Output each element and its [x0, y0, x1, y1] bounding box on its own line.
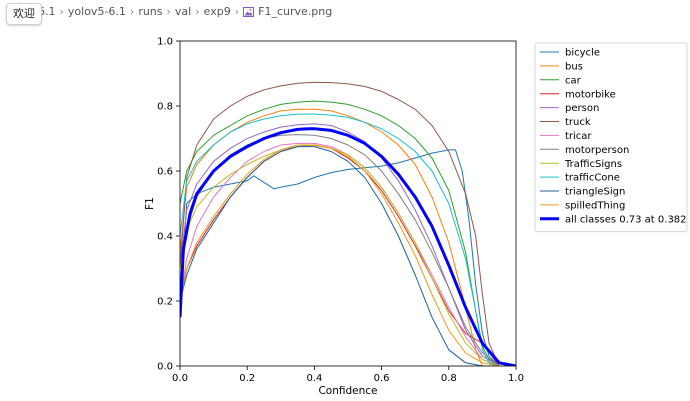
image-file-icon [243, 6, 255, 17]
x-tick-label: 0.2 [239, 373, 255, 384]
breadcrumb-item[interactable]: yolov5-6.1 [67, 5, 126, 18]
y-tick-label: 0.0 [157, 362, 173, 373]
legend-label: triangleSign [565, 187, 625, 198]
y-tick-label: 0.2 [157, 297, 173, 308]
chevron-right-icon: › [129, 5, 135, 18]
series-line-6 [180, 81, 516, 366]
legend-label: truck [565, 117, 591, 128]
x-axis-label: Confidence [318, 385, 377, 397]
series-line-13 [180, 127, 516, 366]
x-tick-label: 1.0 [508, 373, 524, 384]
legend-label: TrafficSigns [564, 159, 622, 170]
breadcrumb-path: 6.1 › yolov5-6.1 › runs › val › exp9 › F… [38, 5, 332, 18]
legend-label: car [565, 75, 582, 86]
f1-curve-chart: 0.0 0.2 0.4 0.6 0.8 1.0 0.0 0.2 0.4 0.6 0.8 1.0 Conf… [144, 37, 688, 397]
chevron-right-icon: › [59, 5, 64, 18]
breadcrumb-item-file[interactable]: F1_curve.png [258, 5, 333, 18]
series-line-7 [180, 142, 516, 366]
y-tick-label: 0.8 [157, 102, 173, 113]
x-tick-label: 0.4 [306, 373, 322, 384]
series-line-5 [180, 123, 516, 366]
series-line-1 [180, 149, 516, 366]
x-tick-label: 0.6 [374, 373, 390, 384]
breadcrumb-item[interactable]: val [174, 5, 192, 18]
chevron-right-icon: › [195, 5, 200, 18]
y-tick-label: 1.0 [157, 37, 173, 48]
series-line-9 [180, 145, 516, 366]
breadcrumb: 欢迎 6.1 › yolov5-6.1 › runs › val › exp9 … [0, 0, 690, 26]
legend-label: bicycle [565, 48, 600, 59]
legend-label: motorbike [565, 89, 616, 100]
legend-label: trafficCone [565, 173, 620, 184]
legend-box [534, 42, 688, 233]
legend-label: tricar [565, 131, 592, 142]
series-line-12 [180, 144, 516, 366]
y-tick-label: 0.6 [157, 167, 173, 178]
breadcrumb-item[interactable]: exp9 [203, 5, 231, 18]
series-line-11 [180, 146, 516, 366]
breadcrumb-item[interactable]: runs [138, 5, 163, 18]
legend-label: spilledThing [565, 201, 625, 212]
series-line-10 [180, 113, 516, 366]
x-tick-label: 0.0 [172, 373, 188, 384]
legend-label: bus [565, 62, 583, 73]
y-axis-label: F1 [144, 197, 156, 210]
breadcrumb-item[interactable]: 6.1 [38, 5, 56, 18]
legend-label: all classes 0.73 at 0.382 [565, 214, 687, 225]
plot-frame [179, 40, 517, 367]
chevron-right-icon: › [234, 5, 240, 18]
chevron-right-icon: › [166, 5, 171, 18]
welcome-tab[interactable]: 欢迎 [6, 3, 42, 25]
y-tick-label: 0.4 [157, 232, 173, 243]
x-tick-label: 0.8 [441, 373, 457, 384]
legend-label: motorperson [565, 145, 629, 156]
legend-label: person [565, 103, 599, 114]
